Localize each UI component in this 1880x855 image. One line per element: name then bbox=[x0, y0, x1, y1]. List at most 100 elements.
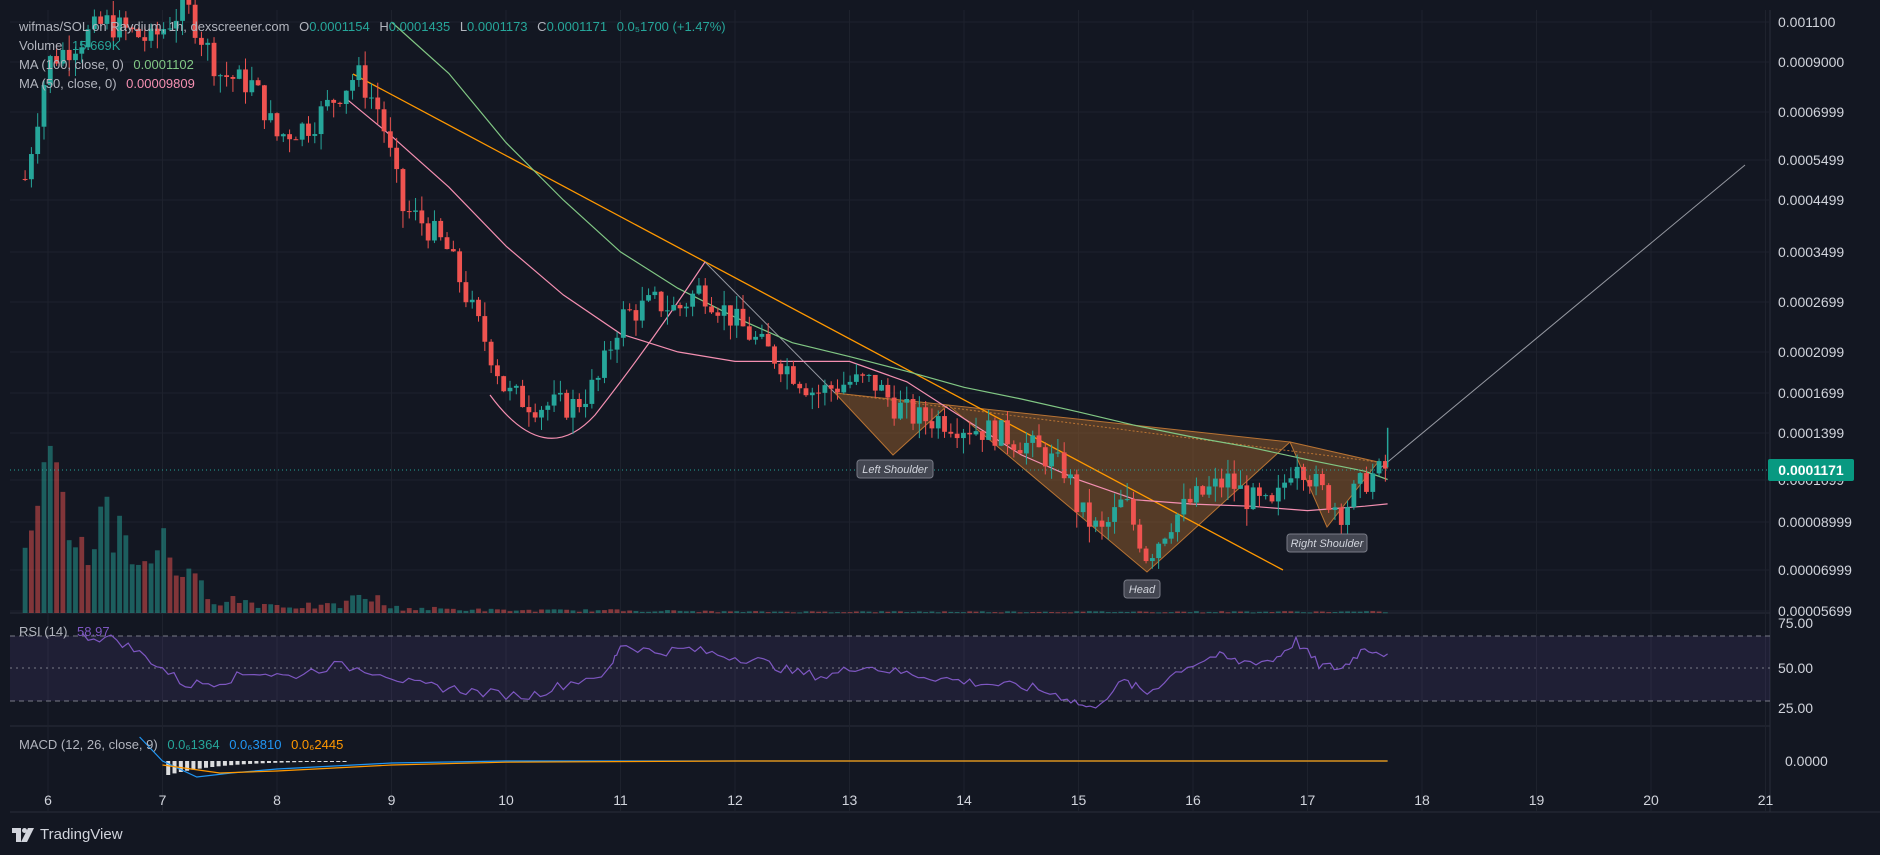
volume-bar bbox=[652, 611, 658, 613]
ma50-line[interactable] bbox=[345, 97, 1388, 512]
candle-body bbox=[350, 80, 355, 91]
candle-body bbox=[885, 384, 891, 398]
candle-body bbox=[620, 309, 626, 338]
volume-bar bbox=[91, 549, 97, 613]
candle-body bbox=[406, 211, 412, 213]
trendline-thin-descending[interactable] bbox=[704, 261, 836, 394]
label-head[interactable]: Head bbox=[1123, 579, 1161, 599]
price-pane[interactable] bbox=[10, 10, 1770, 613]
time-tick-label: 14 bbox=[956, 792, 972, 808]
volume-bar bbox=[312, 608, 318, 613]
candle-body bbox=[425, 223, 431, 241]
tradingview-logo[interactable]: TradingView bbox=[12, 826, 123, 843]
volume-bar bbox=[1319, 611, 1325, 613]
candle-body bbox=[1124, 499, 1130, 501]
candle-body bbox=[1357, 473, 1363, 484]
trendline-descending[interactable] bbox=[352, 73, 1284, 571]
price-tick-label: 0.0006999 bbox=[1778, 104, 1844, 120]
price-axis[interactable]: 0.001100 0.0009000 0.0006999 0.0005499 0.000… bbox=[1778, 14, 1852, 619]
candle-body bbox=[683, 306, 689, 309]
volume-bar bbox=[532, 611, 538, 613]
volume-bar bbox=[268, 604, 274, 613]
volume-bar bbox=[1294, 611, 1300, 613]
volume-bar bbox=[293, 608, 299, 613]
rsi-axis[interactable]: 75.00 50.00 25.00 bbox=[1778, 615, 1813, 716]
legend-symbol-row[interactable]: wifmas/SOL on Raydium, 1h, dexscreener.c… bbox=[19, 19, 732, 34]
volume-bar bbox=[224, 601, 230, 613]
legend-ma50-row[interactable]: MA (50, close, 0) 0.00009809 bbox=[19, 76, 201, 91]
macd-histogram-bar bbox=[216, 761, 221, 767]
macd-histogram-bar bbox=[329, 761, 334, 762]
macd-signal-line[interactable] bbox=[162, 760, 1388, 774]
legend-macd-row[interactable]: MACD (12, 26, close, 9) 0.0₆1364 0.0₆381… bbox=[19, 737, 349, 752]
volume-bar bbox=[690, 611, 696, 613]
volume-bar bbox=[249, 602, 255, 613]
macd-axis[interactable]: 0.0000 bbox=[1785, 753, 1828, 769]
time-axis[interactable]: 6 7 8 9 10 11 12 13 14 15 16 17 18 19 20 21 bbox=[44, 792, 1773, 808]
label-left-shoulder[interactable]: Left Shoulder bbox=[856, 459, 934, 479]
candle-body bbox=[816, 392, 821, 394]
volume-bar bbox=[709, 611, 714, 613]
legend-ma100-row[interactable]: MA (100, close, 0) 0.0001102 bbox=[19, 57, 200, 72]
volume-bar bbox=[583, 609, 588, 613]
candle-body bbox=[268, 113, 274, 121]
candle-body bbox=[299, 123, 305, 140]
pattern-head bbox=[946, 404, 1292, 573]
ma100-line[interactable] bbox=[391, 21, 1388, 481]
candle-body bbox=[652, 291, 658, 296]
price-tick-label: 0.0001399 bbox=[1778, 425, 1844, 441]
volume-bar bbox=[891, 611, 897, 613]
time-tick-label: 7 bbox=[159, 792, 167, 808]
candle-body bbox=[1187, 498, 1193, 503]
volume-bar bbox=[1099, 611, 1105, 613]
candle-body bbox=[1175, 514, 1180, 533]
volume-bar bbox=[35, 505, 41, 613]
candle-body bbox=[797, 383, 803, 389]
time-tick-label: 19 bbox=[1529, 792, 1545, 808]
volume-bar bbox=[1093, 611, 1099, 613]
candle-body bbox=[753, 336, 759, 340]
candle-body bbox=[998, 420, 1004, 446]
volume-bar bbox=[1332, 612, 1338, 614]
volume-bar bbox=[350, 595, 355, 613]
candle-body bbox=[910, 398, 916, 424]
label-right-shoulder[interactable]: Right Shoulder bbox=[1286, 533, 1368, 553]
legend-volume-row[interactable]: Volume 15.669K bbox=[19, 38, 126, 53]
volume-bar bbox=[841, 612, 847, 614]
candle-body bbox=[1074, 474, 1080, 513]
legend-rsi-row[interactable]: RSI (14) 58.97 bbox=[19, 624, 116, 639]
volume-bar bbox=[753, 611, 759, 613]
volume-bar bbox=[1345, 611, 1350, 613]
volume-bar bbox=[438, 608, 444, 613]
volume-bar bbox=[1257, 611, 1262, 613]
candle-body bbox=[853, 374, 859, 382]
tradingview-icon bbox=[12, 827, 34, 842]
macd-histogram-bar bbox=[229, 761, 234, 766]
candle-body bbox=[904, 398, 910, 403]
candle-body bbox=[136, 28, 141, 38]
candlesticks[interactable] bbox=[22, 0, 1389, 569]
volume-bar bbox=[1137, 611, 1143, 613]
candle-body bbox=[740, 308, 746, 327]
macd-histogram-bar bbox=[266, 761, 271, 764]
rsi-tick-label: 25.00 bbox=[1778, 700, 1813, 716]
volume-bar bbox=[1149, 612, 1155, 614]
macd-histogram bbox=[166, 761, 347, 775]
volume-value: 15.669K bbox=[72, 38, 121, 53]
candle-body bbox=[1093, 520, 1099, 527]
volume-bar bbox=[1288, 611, 1294, 613]
macd-histogram-bar bbox=[336, 761, 341, 762]
candle-body bbox=[803, 388, 809, 396]
rsi-line[interactable] bbox=[81, 632, 1388, 709]
candle-body bbox=[1036, 435, 1042, 448]
candle-body bbox=[47, 56, 53, 85]
projection-line[interactable] bbox=[1377, 164, 1746, 471]
candle-body bbox=[557, 392, 563, 395]
candle-body bbox=[293, 139, 299, 141]
candle-body bbox=[192, 4, 198, 38]
macd-histogram-bar bbox=[191, 761, 196, 770]
volume-bar bbox=[683, 611, 689, 613]
volume-bar bbox=[1275, 611, 1281, 613]
candle-body bbox=[337, 102, 343, 104]
candle-body bbox=[828, 385, 834, 389]
